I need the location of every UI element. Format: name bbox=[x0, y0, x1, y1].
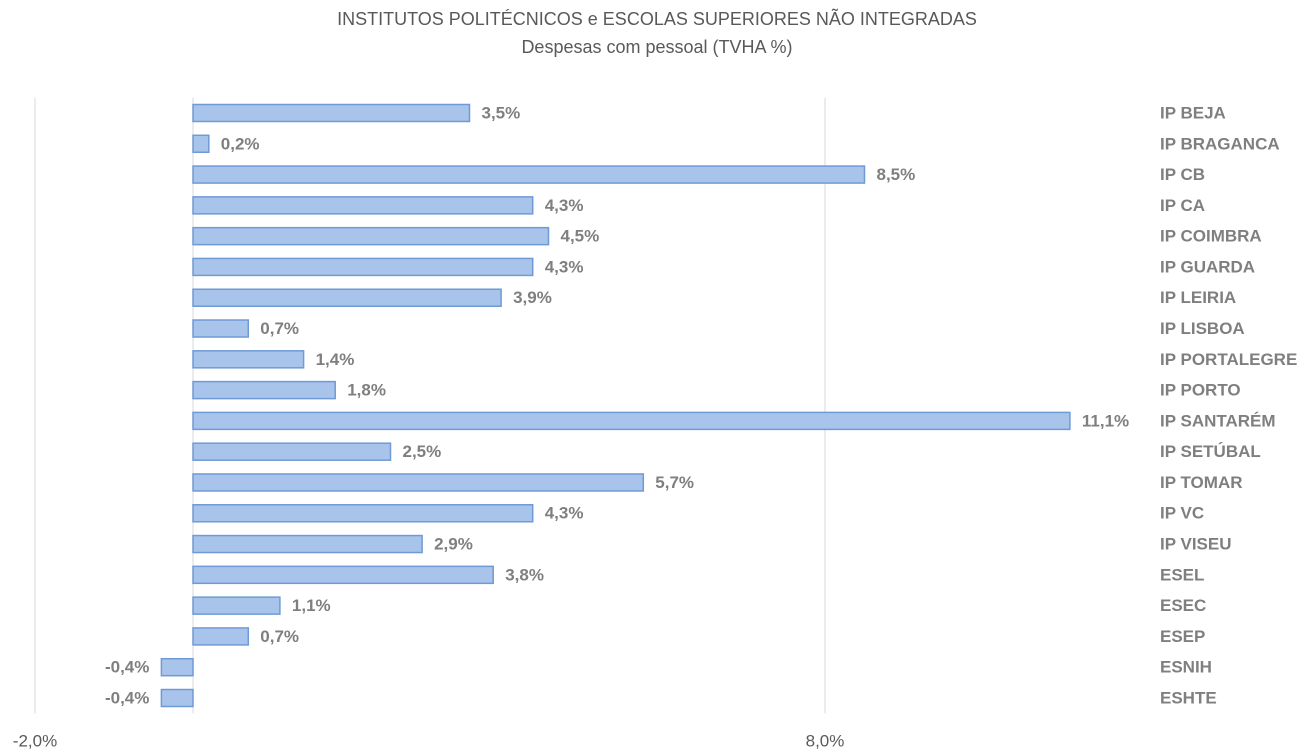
category-label: IP BRAGANCA bbox=[1160, 134, 1280, 153]
data-label: 0,7% bbox=[260, 319, 299, 338]
data-label: 1,1% bbox=[292, 596, 331, 615]
bar bbox=[192, 165, 866, 184]
data-label: 3,8% bbox=[505, 565, 544, 584]
data-label: 3,9% bbox=[513, 288, 552, 307]
bar bbox=[192, 257, 534, 277]
data-label: 0,7% bbox=[260, 627, 299, 646]
data-label: 4,3% bbox=[545, 196, 584, 215]
data-label: 1,4% bbox=[316, 350, 355, 369]
x-tick-label: 8,0% bbox=[806, 731, 845, 750]
data-label: 5,7% bbox=[655, 473, 694, 492]
category-label: ESEP bbox=[1160, 627, 1205, 646]
category-label: IP COIMBRA bbox=[1160, 227, 1262, 246]
category-label: IP TOMAR bbox=[1160, 473, 1243, 492]
category-label: IP BEJA bbox=[1160, 103, 1226, 122]
bar bbox=[160, 688, 194, 708]
category-label: ESEC bbox=[1160, 596, 1206, 615]
x-tick-label: -2,0% bbox=[13, 731, 57, 750]
category-label: IP LEIRIA bbox=[1160, 288, 1236, 307]
bar bbox=[192, 411, 1071, 431]
category-label: IP SANTARÉM bbox=[1160, 411, 1276, 430]
data-label: 2,9% bbox=[434, 535, 473, 554]
category-label: IP VC bbox=[1160, 504, 1204, 523]
bar bbox=[192, 134, 210, 154]
category-label: IP CB bbox=[1160, 165, 1205, 184]
bar bbox=[192, 226, 550, 246]
bar bbox=[192, 319, 250, 338]
bar bbox=[160, 657, 194, 677]
data-label: 4,3% bbox=[545, 504, 584, 523]
data-label: -0,4% bbox=[105, 658, 149, 677]
bar bbox=[192, 103, 471, 123]
category-label: ESEL bbox=[1160, 565, 1204, 584]
data-label: 4,5% bbox=[561, 227, 600, 246]
bar bbox=[192, 627, 250, 646]
bar bbox=[192, 504, 534, 523]
category-label: IP GUARDA bbox=[1160, 257, 1255, 276]
bar bbox=[192, 196, 534, 215]
category-label: IP LISBOA bbox=[1160, 319, 1245, 338]
data-label: 1,8% bbox=[347, 381, 386, 400]
category-label: ESHTE bbox=[1160, 688, 1217, 707]
bar bbox=[192, 473, 645, 492]
category-label: IP PORTO bbox=[1160, 381, 1241, 400]
chart-subtitle: Despesas com pessoal (TVHA %) bbox=[521, 37, 792, 57]
category-label: IP CA bbox=[1160, 196, 1205, 215]
bar bbox=[192, 534, 423, 554]
chart-title: INSTITUTOS POLITÉCNICOS e ESCOLAS SUPERI… bbox=[337, 8, 977, 29]
bar bbox=[192, 442, 392, 461]
data-label: 2,5% bbox=[403, 442, 442, 461]
data-label: 4,3% bbox=[545, 257, 584, 276]
bar bbox=[192, 565, 494, 585]
data-label: 8,5% bbox=[877, 165, 916, 184]
category-label: IP PORTALEGRE bbox=[1160, 350, 1297, 369]
category-label: IP SETÚBAL bbox=[1160, 442, 1261, 461]
data-label: -0,4% bbox=[105, 688, 149, 707]
bar bbox=[192, 350, 305, 369]
category-label: IP VISEU bbox=[1160, 535, 1232, 554]
bar bbox=[192, 380, 336, 400]
bar bbox=[192, 288, 502, 307]
data-label: 0,2% bbox=[221, 134, 260, 153]
data-label: 3,5% bbox=[482, 103, 521, 122]
bar bbox=[192, 596, 281, 615]
data-label: 11,1% bbox=[1082, 411, 1129, 430]
category-label: ESNIH bbox=[1160, 658, 1212, 677]
